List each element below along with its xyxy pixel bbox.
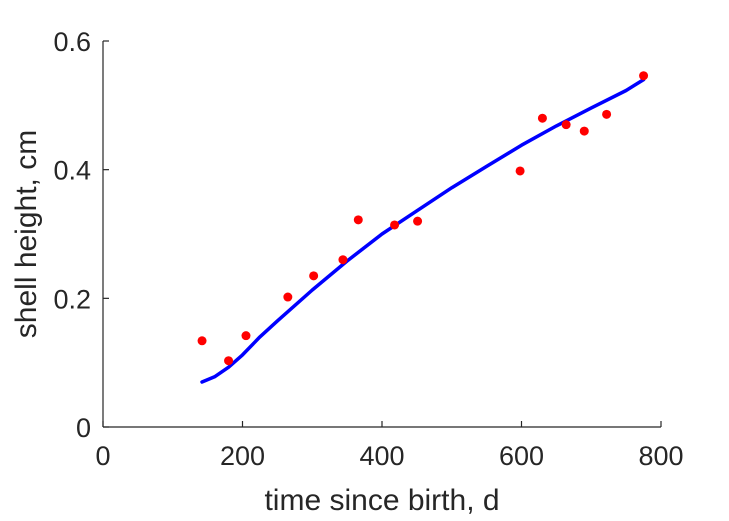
data-point	[413, 216, 423, 226]
data-point	[639, 71, 649, 81]
x-tick-label: 200	[220, 441, 265, 471]
data-point	[309, 271, 319, 281]
y-tick-label: 0.2	[53, 284, 91, 314]
x-tick-label: 400	[359, 441, 404, 471]
data-point	[283, 292, 293, 302]
y-tick-label: 0.4	[53, 156, 91, 186]
x-tick-label: 600	[499, 441, 544, 471]
data-points-layer	[197, 71, 649, 366]
fit-line-layer	[200, 77, 646, 384]
y-axis-label: shell height, cm	[10, 130, 43, 338]
data-point	[224, 356, 234, 366]
y-tick-label: 0.6	[53, 27, 91, 57]
x-tick-label: 800	[638, 441, 683, 471]
data-point	[241, 331, 251, 341]
data-point	[537, 113, 547, 123]
x-axis-label: time since birth, d	[264, 484, 499, 517]
y-tick-label: 0	[76, 413, 91, 443]
data-point	[515, 166, 525, 176]
data-point	[197, 336, 207, 346]
ticks: 0 200 400 600 800 0 0.2 0.4 0.6	[53, 27, 683, 471]
data-point	[353, 215, 363, 225]
data-point	[390, 220, 400, 230]
fit-line	[200, 77, 646, 384]
x-tick-label: 0	[95, 441, 110, 471]
data-point	[561, 120, 571, 130]
data-point	[602, 109, 612, 119]
data-point	[338, 255, 348, 265]
data-point	[579, 126, 589, 136]
